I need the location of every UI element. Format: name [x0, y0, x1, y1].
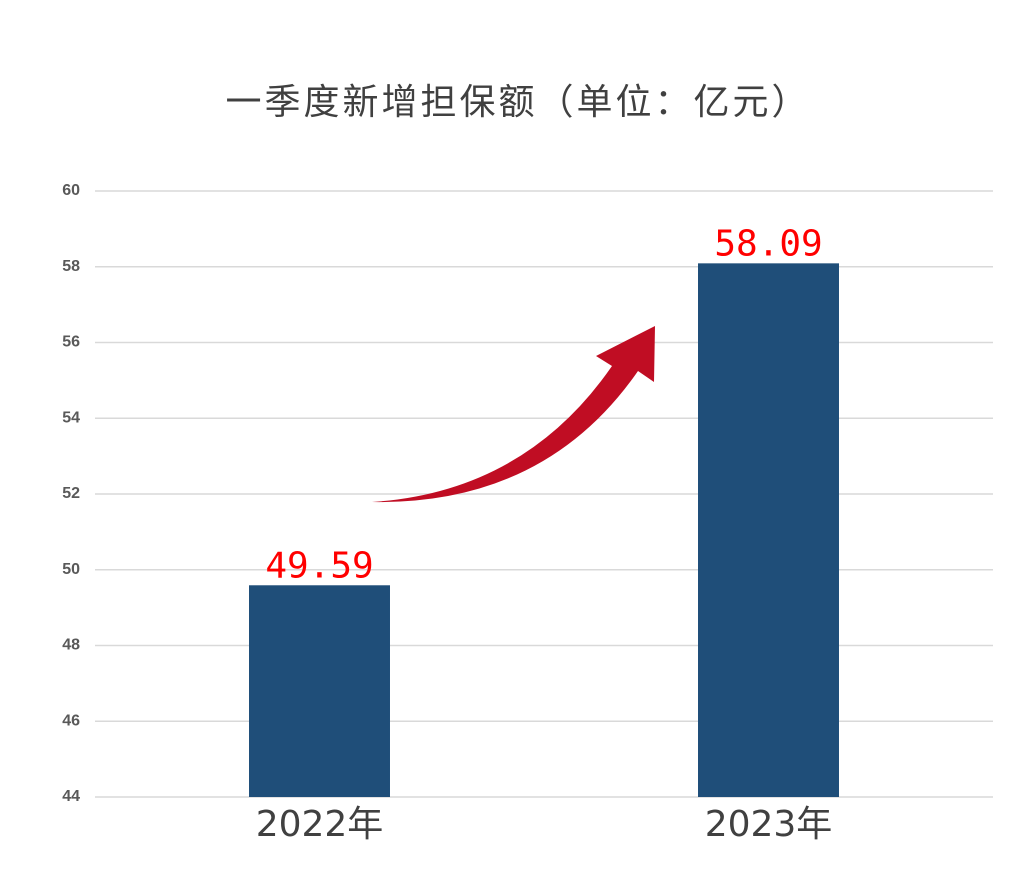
y-tick-label: 46 — [62, 712, 80, 729]
chart-title: 一季度新增担保额（单位：亿元） — [225, 82, 810, 123]
x-tick-label: 2023年 — [705, 804, 833, 845]
y-tick-label: 56 — [62, 334, 80, 351]
y-tick-label: 54 — [62, 409, 80, 426]
y-tick-label: 48 — [62, 637, 80, 654]
y-tick-label: 50 — [62, 561, 80, 578]
growth-arrow — [372, 326, 655, 503]
y-tick-label: 44 — [62, 788, 80, 805]
data-label: 58.09 — [714, 223, 822, 264]
x-tick-label: 2022年 — [256, 804, 384, 845]
bar — [698, 263, 839, 797]
y-tick-label: 60 — [62, 182, 80, 199]
data-label: 49.59 — [265, 545, 373, 586]
y-tick-label: 58 — [62, 258, 80, 275]
bar — [249, 585, 390, 797]
y-tick-label: 52 — [62, 485, 80, 502]
